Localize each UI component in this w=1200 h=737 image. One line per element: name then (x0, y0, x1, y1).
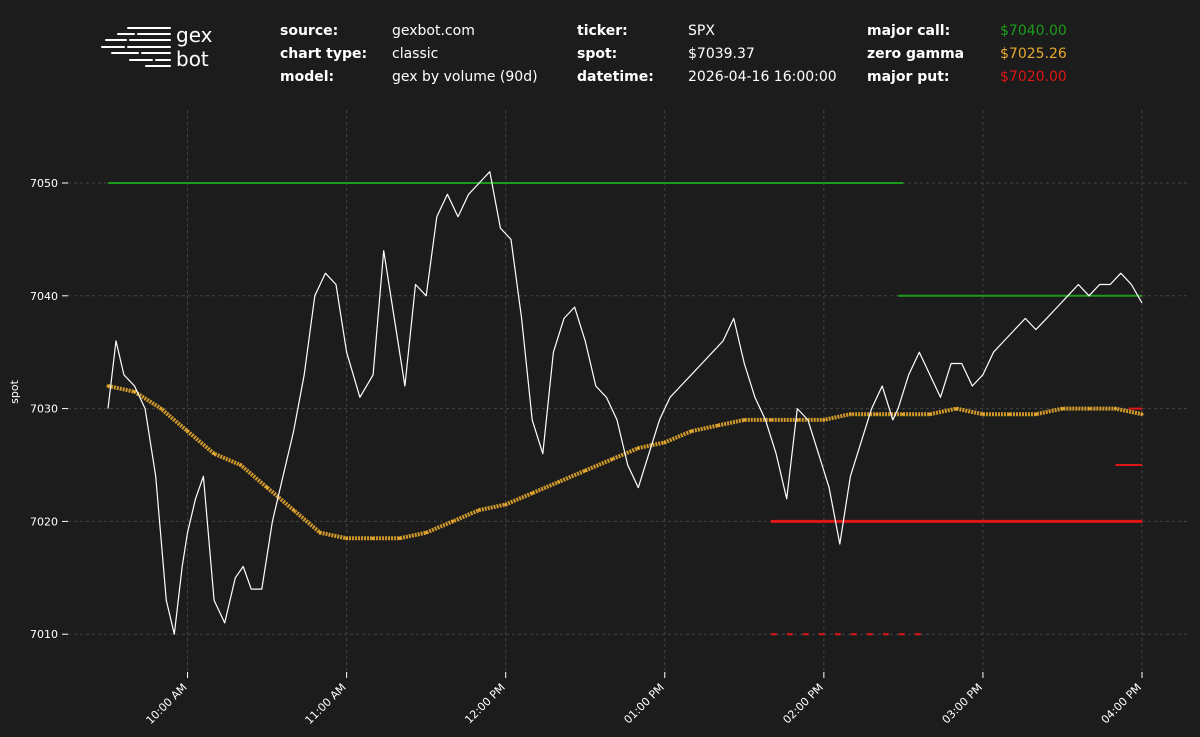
logo-text-gex: gex (176, 23, 213, 47)
zero-gamma-point (954, 407, 958, 411)
header-key: major call: (867, 23, 951, 39)
zero-gamma-point (1140, 412, 1144, 416)
zero-gamma-point (451, 519, 455, 523)
zero-gamma-point (1060, 407, 1064, 411)
y-tick-label: 7020 (30, 515, 58, 528)
header-value: 2026-04-16 16:00:00 (688, 69, 837, 85)
y-tick-label: 7040 (30, 290, 58, 303)
x-axis-ticks: 10:00 AM 11:00 AM 12:00 PM 01:00 PM 02:00 PM… (144, 672, 1144, 727)
x-tick-label: 03:00 PM (940, 681, 985, 726)
zero-gamma-point (239, 463, 243, 467)
zero-gamma-point (981, 412, 985, 416)
zero-gamma-point (1007, 412, 1011, 416)
header-key: spot: (577, 46, 618, 62)
zero-gamma-point (292, 508, 296, 512)
zero-gamma-point (424, 531, 428, 535)
spot-line (107, 171, 1143, 635)
chart-grid (68, 110, 1190, 672)
zero-gamma-point (610, 457, 614, 461)
header-key: chart type: (280, 46, 368, 62)
y-tick-label: 7050 (30, 177, 58, 190)
header-key: source: (280, 23, 339, 39)
zero-gamma-point (106, 384, 110, 388)
logo-text-bot: bot (176, 47, 209, 71)
x-tick-label: 11:00 AM (303, 681, 349, 727)
y-tick-label: 7010 (30, 628, 58, 641)
header-value: SPX (688, 23, 715, 39)
header-key: zero gamma (867, 46, 965, 62)
gexbot-logo: gex bot (101, 23, 213, 71)
header-value: $7020.00 (1000, 69, 1067, 85)
zero-gamma-point (769, 418, 773, 422)
zero-gamma-point (636, 446, 640, 450)
put-levels (770, 407, 1142, 636)
spot-series (107, 171, 1143, 635)
header-key: datetime: (577, 69, 654, 85)
header-value: gex by volume (90d) (392, 69, 538, 85)
header-key: major put: (867, 69, 950, 85)
zero-gamma-point (875, 412, 879, 416)
x-tick-label: 10:00 AM (144, 681, 190, 727)
zero-gamma-point (901, 412, 905, 416)
x-tick-label: 04:00 PM (1099, 681, 1144, 726)
zero-gamma-point (318, 531, 322, 535)
zero-gamma-point (504, 502, 508, 506)
zero-gamma-point (822, 418, 826, 422)
header-value: $7039.37 (688, 46, 755, 62)
y-axis-label: spot (8, 379, 21, 403)
zero-gamma-point (689, 429, 693, 433)
zero-gamma-point (133, 390, 137, 394)
header-value: classic (392, 46, 439, 62)
zero-gamma-point (212, 452, 216, 456)
header-value: $7040.00 (1000, 23, 1067, 39)
header-key: ticker: (577, 23, 628, 39)
zero-gamma-point (742, 418, 746, 422)
header-key: model: (280, 69, 335, 85)
zero-gamma-point (663, 440, 667, 444)
zero-gamma-point (716, 424, 720, 428)
zero-gamma-point (1087, 407, 1091, 411)
x-tick-label: 12:00 PM (462, 681, 507, 726)
x-tick-label: 02:00 PM (780, 681, 825, 726)
x-tick-label: 01:00 PM (621, 681, 666, 726)
call-levels (108, 182, 1142, 297)
y-axis-ticks: 7010 7020 7030 7040 7050 (30, 177, 68, 641)
zero-gamma-point (848, 412, 852, 416)
zero-gamma-point (530, 491, 534, 495)
header-value: $7025.26 (1000, 46, 1067, 62)
zero-gamma-point (1113, 407, 1117, 411)
zero-gamma-point (398, 536, 402, 540)
y-tick-label: 7030 (30, 403, 58, 416)
header-value: gexbot.com (392, 23, 475, 39)
zero-gamma-point (477, 508, 481, 512)
zero-gamma-point (371, 536, 375, 540)
zero-gamma-point (928, 412, 932, 416)
zero-gamma-series (106, 384, 1144, 541)
zero-gamma-point (186, 429, 190, 433)
zero-gamma-point (557, 480, 561, 484)
zero-gamma-point (159, 407, 163, 411)
zero-gamma-point (583, 469, 587, 473)
zero-gamma-point (1034, 412, 1038, 416)
zero-gamma-point (265, 486, 269, 490)
zero-gamma-point (345, 536, 349, 540)
